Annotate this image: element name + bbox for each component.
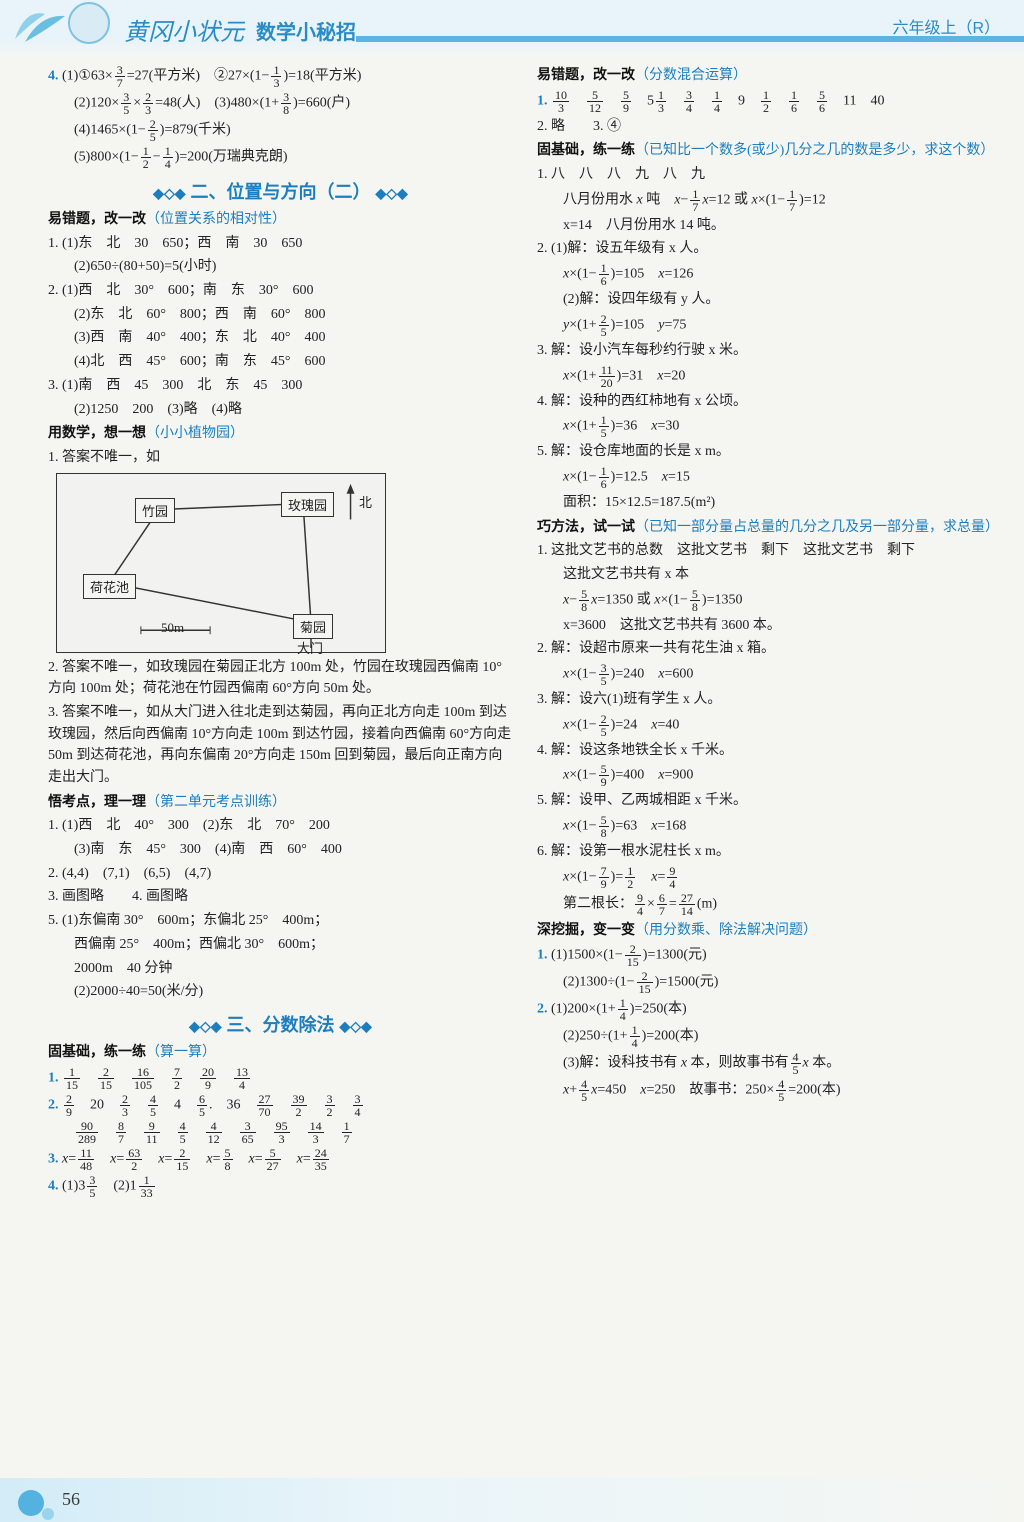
text-line: x−58x=1350 或 x×(1−58)=1350 [537,588,1002,613]
text-line: 3. 画图略 4. 画图略 [48,886,513,908]
subheading: 深挖掘，变一变（用分数乘、除法解决问题） [537,919,1002,942]
text-line: 面积：15×12.5=187.5(m²) [537,492,1002,514]
text-line: 八月份用水 x 吨 x−17x=12 或 x×(1−17)=12 [537,188,1002,213]
text-line: 5. (1)东偏南 30° 600m；东偏北 25° 400m； [48,910,513,932]
text-line: x×(1−25)=24 x=40 [537,713,1002,738]
north-label: 北 [359,492,372,511]
text-line: x=3600 这批文艺书共有 3600 本。 [537,615,1002,637]
text-line: (4)北 西 45° 600；南 东 45° 600 [48,351,513,373]
section-title-3: ◆◇◆ 三、分数除法 ◆◇◆ [48,1011,513,1037]
diagram-label: 大门 [297,638,323,657]
text-line: (2)120×35×23=48(人) (3)480×(1+38)=660(户) [48,91,513,116]
text-line: 2. 29 20 23 45 4 65. 36 2770 392 32 34 [48,1093,513,1118]
text-line: x×(1−79)=12 x=94 [537,865,1002,890]
text-line: 2. 略 3. ④ [537,116,1002,138]
text-line: 1. (1)西 北 40° 300 (2)东 北 70° 200 [48,815,513,837]
text-line: (2)250÷(1+14)=200(本) [537,1024,1002,1049]
text-line: 3. 解：设六(1)班有学生 x 人。 [537,689,1002,711]
logo-area: 黄冈小状元 [0,0,260,58]
text-line: (5)800×(1−12−14)=200(万瑞典克朗) [48,145,513,170]
text-line: 2. 答案不唯一，如玫瑰园在菊园正北方 100m 处，竹园在玫瑰园西偏南 10°… [48,657,513,700]
garden-diagram: 竹园 玫瑰园 荷花池 菊园 大门 北 50m [56,473,386,653]
text-line: 2. (1)解：设五年级有 x 人。 [537,238,1002,260]
text-line: 5. 解：设甲、乙两城相距 x 千米。 [537,790,1002,812]
text-line: (4)1465×(1−25)=879(千米) [48,118,513,143]
subheading: 用数学，想一想（小小植物园） [48,422,513,445]
text-line: x+45x=450 x=250 故事书：250×45=200(本) [537,1078,1002,1103]
text-line: 1. 答案不唯一，如 [48,447,513,469]
subheading: 易错题，改一改（分数混合运算） [537,64,1002,87]
text-line: x×(1−35)=240 x=600 [537,662,1002,687]
mascot-icon [62,0,118,50]
text-line: 1. (1)1500×(1−215)=1300(元) [537,943,1002,968]
text-line: x×(1−59)=400 x=900 [537,763,1002,788]
text-line: 2. (1)西 北 30° 600；南 东 30° 600 [48,280,513,302]
footer-dot-icon [18,1490,44,1516]
text-line: (2)2000÷40=50(米/分) [48,981,513,1003]
text-line: (2)解：设四年级有 y 人。 [537,289,1002,311]
diagram-node: 竹园 [135,498,175,523]
text-line: 1. 八 八 八 九 八 九 [537,164,1002,186]
page-footer: 56 [0,1478,1024,1522]
text-line: x×(1+15)=36 x=30 [537,414,1002,439]
text-line: 西偏南 25° 400m；西偏北 30° 600m； [48,934,513,956]
text-line: 第二根长：94×67=2714(m) [537,892,1002,917]
grade-label: 六年级上（R） [892,14,1000,38]
book-subtitle: 数学小秘招 [256,16,356,45]
text-line: x×(1−16)=105 x=126 [537,262,1002,287]
text-line: 5. 解：设仓库地面的长是 x m。 [537,441,1002,463]
text-line: x×(1+1120)=31 x=20 [537,364,1002,389]
text-line: 2000m 40 分钟 [48,958,513,980]
text-line: (2)东 北 60° 800；西 南 60° 800 [48,304,513,326]
text-line: 4. 解：设这条地铁全长 x 千米。 [537,740,1002,762]
text-line: 1. 103 512 59 513 34 14 9 12 16 56 11 40 [537,89,1002,114]
diagram-node: 玫瑰园 [281,492,334,517]
text-line: 这批文艺书共有 x 本 [537,564,1002,586]
text-line: (2)1300÷(1−215)=1500(元) [537,970,1002,995]
page-number: 56 [62,1489,80,1510]
text-line: 2. 解：设超市原来一共有花生油 x 箱。 [537,638,1002,660]
text-line: 1. 这批文艺书的总数 这批文艺书 剩下 这批文艺书 剩下 [537,540,1002,562]
text-line: 1. 115 215 16105 72 209 134 [48,1066,513,1091]
page-body: 4. (1)①63×37=27(平方米) ②27×(1−13)=18(平方米) … [0,58,1024,1478]
text-line: (3)南 东 45° 300 (4)南 西 60° 400 [48,839,513,861]
subheading: 悟考点，理一理（第二单元考点训练） [48,791,513,814]
left-column: 4. (1)①63×37=27(平方米) ②27×(1−13)=18(平方米) … [48,62,513,1466]
text-line: (2)650÷(80+50)=5(小时) [48,256,513,278]
subheading: 巧方法，试一试（已知一部分量占总量的几分之几及另一部分量，求总量） [537,516,1002,539]
subheading: 固基础，练一练（已知比一个数多(或少)几分之几的数是多少，求这个数） [537,139,1002,162]
text-line: x×(1−16)=12.5 x=15 [537,465,1002,490]
text-line: 6. 解：设第一根水泥柱长 x m。 [537,841,1002,863]
text-line: 4. (1)①63×37=27(平方米) ②27×(1−13)=18(平方米) [48,64,513,89]
diagram-node: 荷花池 [83,574,136,599]
text-line: 3. 解：设小汽车每秒约行驶 x 米。 [537,340,1002,362]
right-column: 易错题，改一改（分数混合运算） 1. 103 512 59 513 34 14 … [537,62,1002,1466]
text-line: 3. 答案不唯一，如从大门进入往北走到达菊园，再向正北方向走 100m 到达玫瑰… [48,702,513,789]
leaf-icon [10,4,70,44]
scale-label: 50m [161,620,184,636]
text-line: x=14 八月份用水 14 吨。 [537,215,1002,237]
text-line: 3. (1)南 西 45 300 北 东 45 300 [48,375,513,397]
subheading: 易错题，改一改（位置关系的相对性） [48,208,513,231]
text-line: (2)1250 200 (3)略 (4)略 [48,399,513,421]
text-line: (3)西 南 40° 400；东 北 40° 400 [48,327,513,349]
section-title-2: ◆◇◆ 二、位置与方向（二） ◆◇◆ [48,178,513,204]
series-title: 黄冈小状元 [124,12,244,47]
text-line: (3)解：设科技书有 x 本，则故事书有45x 本。 [537,1051,1002,1076]
text-line: 2. (1)200×(1+14)=250(本) [537,997,1002,1022]
text-line: 1. (1)东 北 30 650；西 南 30 650 [48,233,513,255]
text-line: 4. (1)335 (2)1133 [48,1174,513,1199]
text-line: 90289 87 911 45 412 365 953 143 17 [48,1120,513,1145]
text-line: y×(1+25)=105 y=75 [537,313,1002,338]
diagram-node: 菊园 [293,614,333,639]
text-line: x×(1−58)=63 x=168 [537,814,1002,839]
subheading: 固基础，练一练（算一算） [48,1041,513,1064]
text-line: 4. 解：设种的西红柿地有 x 公顷。 [537,391,1002,413]
page-header: 黄冈小状元 数学小秘招 六年级上（R） [0,0,1024,58]
text-line: 2. (4,4) (7,1) (6,5) (4,7) [48,863,513,885]
footer-dot-icon [42,1508,54,1520]
text-line: 3. x=1148 x=632 x=215 x=58 x=527 x=2435 [48,1147,513,1172]
